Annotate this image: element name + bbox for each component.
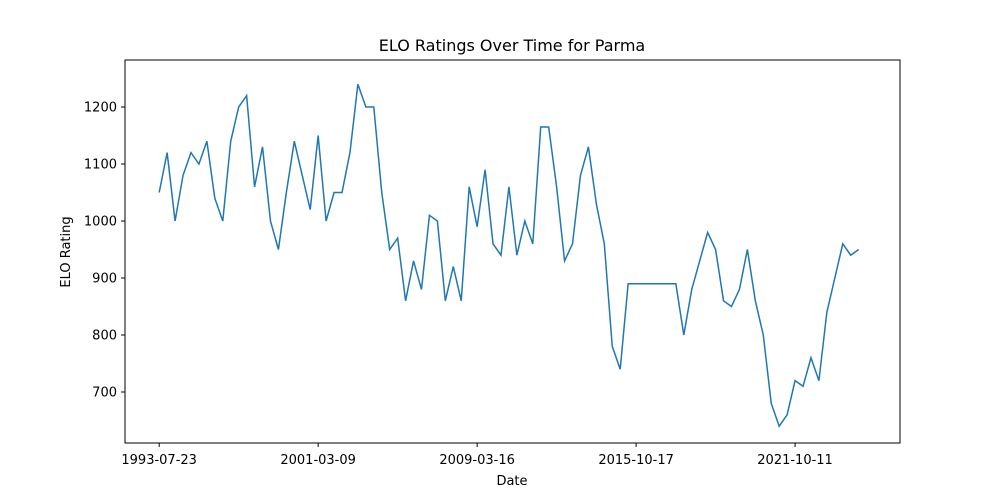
y-tick-label: 700	[92, 385, 117, 400]
y-tick-label: 1100	[84, 158, 117, 173]
x-tick-label: 2001-03-09	[280, 453, 356, 468]
y-tick-label: 1000	[84, 215, 117, 230]
x-tick-label: 2009-03-16	[439, 453, 515, 468]
y-tick-label: 1200	[84, 101, 117, 116]
x-tick-label: 2021-10-11	[757, 453, 833, 468]
x-axis-label: Date	[496, 474, 527, 489]
y-axis-label: ELO Rating	[59, 216, 74, 287]
x-tick-label: 1993-07-23	[121, 453, 197, 468]
series-line	[158, 83, 860, 428]
x-tick-label: 2015-10-17	[598, 453, 674, 468]
y-tick-label: 800	[92, 328, 117, 343]
chart-title: ELO Ratings Over Time for Parma	[379, 36, 645, 55]
plot-frame	[124, 59, 901, 444]
y-tick-label: 900	[92, 272, 117, 287]
